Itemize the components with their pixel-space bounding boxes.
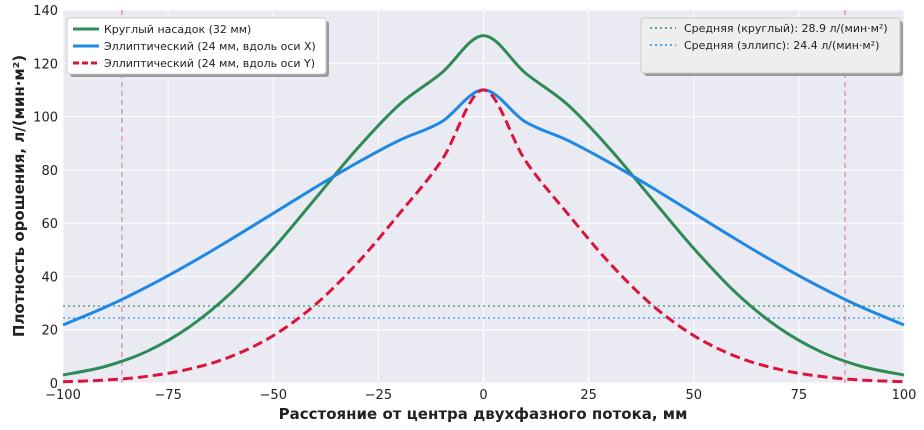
x-axis-ticks: −100 −75 −50 −25 0 25 50 75 100 — [45, 388, 916, 403]
series-group — [62, 34, 905, 384]
legend-label: Средняя (эллипс): 24.4 л/(мин·м²) — [684, 39, 879, 52]
y-tick-label: 120 — [33, 57, 58, 72]
y-tick-label: 40 — [41, 270, 58, 285]
y-tick-label: 60 — [41, 217, 58, 232]
series-line-round — [62, 34, 905, 377]
legend-right: Средняя (круглый): 28.9 л/(мин·м²) Средня… — [640, 17, 903, 76]
y-tick-label: 140 — [33, 4, 58, 19]
x-tick-label: 0 — [479, 388, 487, 403]
x-axis-label: Расстояние от центра двухфазного потока,… — [279, 405, 688, 423]
series-line-ellipse-y — [62, 88, 905, 384]
legend-label: Эллиптический (24 мм, вдоль оси X) — [104, 40, 316, 53]
x-tick-label: 50 — [685, 388, 702, 403]
legend-left-box — [66, 17, 327, 75]
legend-label: Средняя (круглый): 28.9 л/(мин·м²) — [684, 22, 888, 35]
x-tick-label: 75 — [791, 388, 808, 403]
x-tick-label: −75 — [154, 388, 181, 403]
x-tick-label: −50 — [260, 388, 287, 403]
x-tick-label: −100 — [45, 388, 81, 403]
x-tick-label: 100 — [892, 388, 917, 403]
y-tick-label: 0 — [50, 377, 58, 392]
y-tick-label: 80 — [41, 164, 58, 179]
legend-right-box — [640, 17, 901, 74]
y-tick-label: 20 — [41, 324, 58, 339]
x-tick-label: 25 — [580, 388, 597, 403]
y-tick-label: 100 — [33, 111, 58, 126]
y-axis-ticks: 0 20 40 60 80 100 120 140 — [33, 4, 58, 392]
y-axis-label: Плотность орошения, л/(мин·м²) — [10, 55, 28, 337]
legend-label: Круглый насадок (32 мм) — [104, 23, 251, 36]
x-tick-label: −25 — [365, 388, 392, 403]
legend-label: Эллиптический (24 мм, вдоль оси Y) — [104, 57, 315, 70]
legend-left: Круглый насадок (32 мм) Эллиптический (24… — [66, 17, 329, 77]
